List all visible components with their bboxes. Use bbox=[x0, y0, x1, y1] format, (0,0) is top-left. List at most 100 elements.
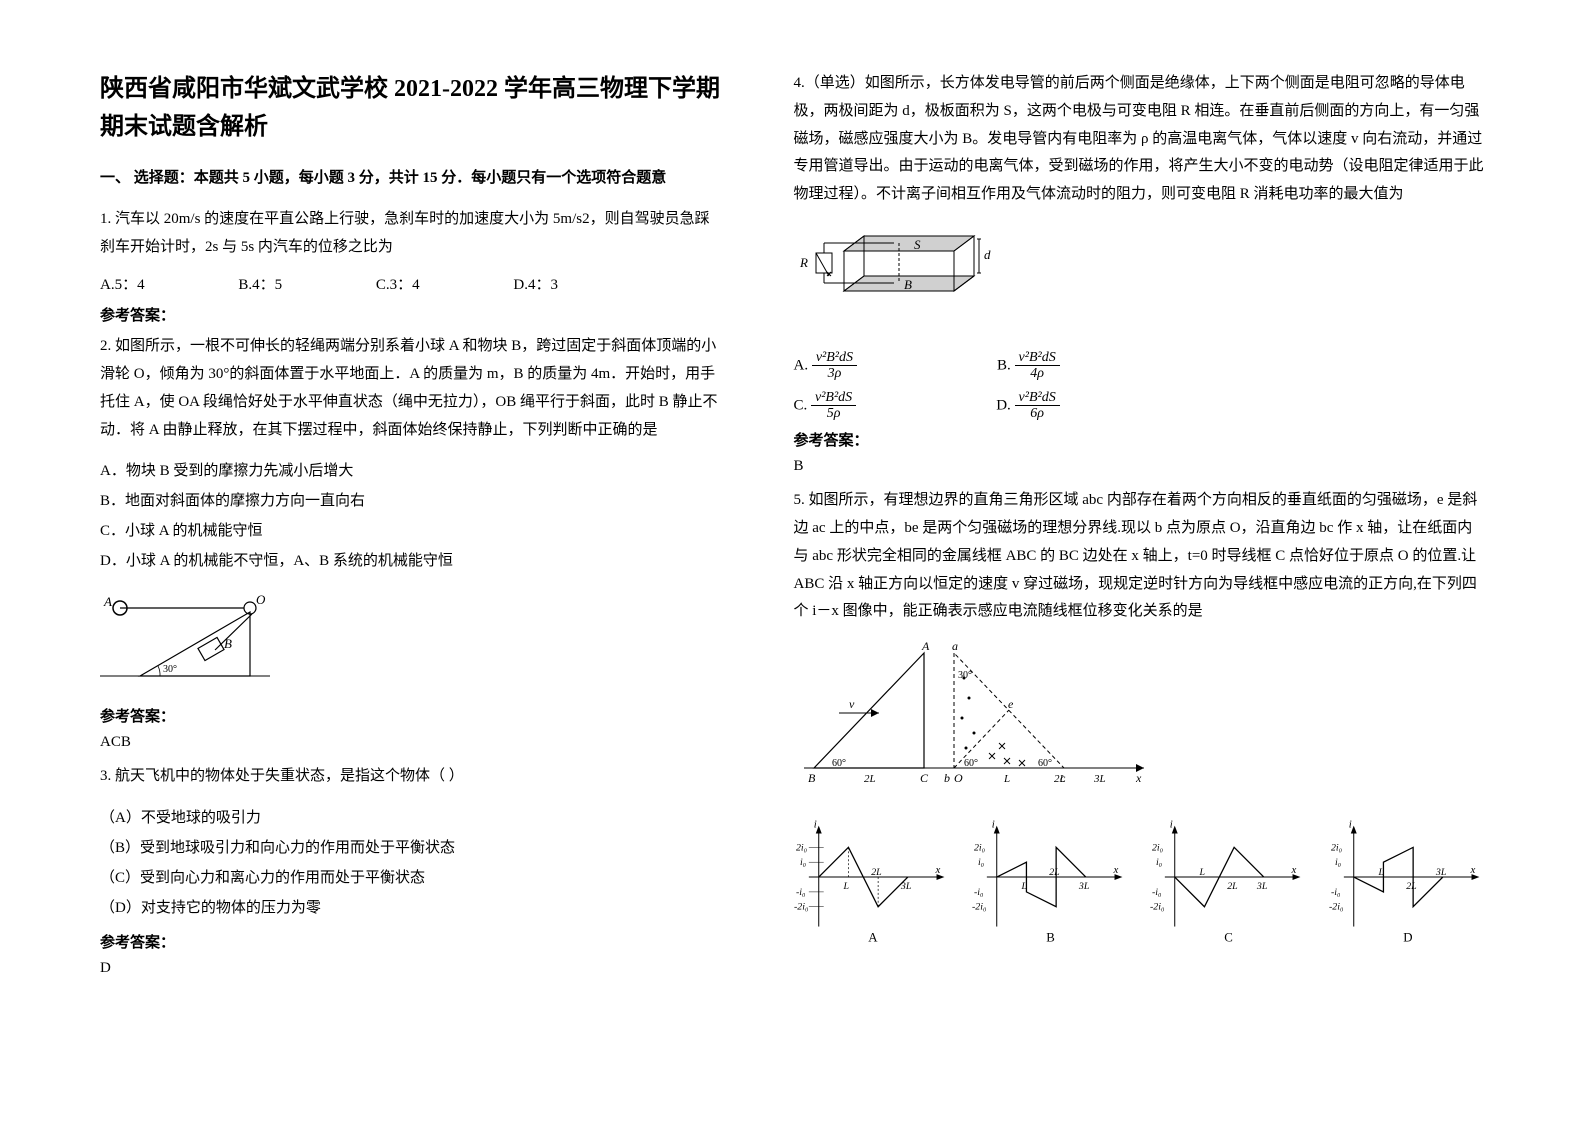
right-column: 4.（单选）如图所示，长方体发电导管的前后两个侧面是绝缘体，上下两个侧面是电阻可… bbox=[794, 70, 1488, 1082]
svg-text:2L: 2L bbox=[864, 773, 876, 785]
svg-text:-2i₀: -2i₀ bbox=[1150, 902, 1165, 913]
svg-text:v: v bbox=[849, 697, 855, 711]
q3-opt-c: （C）受到向心力和离心力的作用而处于平衡状态 bbox=[100, 863, 724, 893]
svg-text:L: L bbox=[842, 881, 849, 892]
left-column: 陕西省咸阳市华斌文武学校 2021-2022 学年高三物理下学期期末试题含解析 … bbox=[100, 70, 724, 1082]
svg-text:i₀: i₀ bbox=[799, 857, 806, 868]
svg-text:-2i₀: -2i₀ bbox=[1329, 902, 1344, 913]
q4-opt-c: C. v²B²dS5ρ bbox=[794, 390, 857, 422]
q5-graph-c: i 2i₀ i₀ -i₀ -2i₀ L 2L 3L x C bbox=[1150, 817, 1308, 947]
q2-opt-a: A．物块 B 受到的摩擦力先减小后增大 bbox=[100, 456, 724, 486]
q4-ans-label: 参考答案： bbox=[794, 429, 1488, 450]
q1-opt-c: C.3：4 bbox=[376, 273, 420, 294]
svg-text:i: i bbox=[992, 819, 995, 831]
q2-angle: 30° bbox=[163, 664, 177, 675]
svg-text:2L: 2L bbox=[871, 867, 882, 878]
svg-text:2L: 2L bbox=[1227, 881, 1238, 892]
q2-label-a: A bbox=[103, 594, 112, 609]
svg-text:60°: 60° bbox=[832, 758, 846, 769]
svg-text:x: x bbox=[1469, 864, 1475, 876]
svg-text:x: x bbox=[1135, 771, 1142, 785]
q4-label-d: d bbox=[984, 247, 991, 262]
q4-opt-a: A. v²B²dS3ρ bbox=[794, 350, 858, 382]
section-1-head: 一、 选择题：本题共 5 小题，每小题 3 分，共计 15 分．每小题只有一个选… bbox=[100, 165, 724, 192]
q4-figure: R S d B bbox=[794, 221, 1488, 336]
q4-options-row1: A. v²B²dS3ρ B. v²B²dS4ρ bbox=[794, 350, 1488, 382]
svg-text:3L: 3L bbox=[1256, 881, 1268, 892]
svg-text:A: A bbox=[921, 639, 930, 653]
svg-text:-2i₀: -2i₀ bbox=[972, 902, 987, 913]
svg-text:3L: 3L bbox=[1093, 773, 1106, 785]
svg-text:B: B bbox=[1046, 930, 1055, 944]
svg-text:i₀: i₀ bbox=[1335, 857, 1342, 868]
q2-label-b: B bbox=[224, 636, 232, 651]
svg-text:x: x bbox=[934, 864, 940, 876]
svg-text:2L: 2L bbox=[1054, 773, 1066, 785]
svg-text:L: L bbox=[1199, 867, 1206, 878]
q2-stem: 2. 如图所示，一根不可伸长的轻绳两端分别系着小球 A 和物块 B，跨过固定于斜… bbox=[100, 333, 724, 444]
q4-opt-d: D. v²B²dS6ρ bbox=[996, 390, 1060, 422]
q1-opt-d: D.4：3 bbox=[513, 273, 558, 294]
page-title: 陕西省咸阳市华斌文武学校 2021-2022 学年高三物理下学期期末试题含解析 bbox=[100, 70, 724, 147]
svg-text:60°: 60° bbox=[1038, 758, 1052, 769]
svg-text:2i₀: 2i₀ bbox=[1331, 842, 1343, 853]
svg-text:-i₀: -i₀ bbox=[974, 887, 984, 898]
q4-stem: 4.（单选）如图所示，长方体发电导管的前后两个侧面是绝缘体，上下两个侧面是电阻可… bbox=[794, 70, 1488, 209]
svg-text:a: a bbox=[952, 639, 958, 653]
q2-label-o: O bbox=[256, 592, 266, 607]
q3-stem: 3. 航天飞机中的物体处于失重状态，是指这个物体（ ） bbox=[100, 763, 724, 791]
q1-options: A.5：4 B.4：5 C.3：4 D.4：3 bbox=[100, 273, 724, 294]
svg-text:2i₀: 2i₀ bbox=[1152, 842, 1164, 853]
svg-text:L: L bbox=[1020, 881, 1027, 892]
svg-text:x: x bbox=[1291, 864, 1297, 876]
svg-text:L: L bbox=[1377, 867, 1384, 878]
q5-figure: A B C a b O c e v 60° 30° 60° 60° 2L L 2… bbox=[794, 638, 1488, 803]
svg-text:i₀: i₀ bbox=[1156, 857, 1163, 868]
svg-text:-i₀: -i₀ bbox=[1331, 887, 1341, 898]
q2-opt-c: C．小球 A 的机械能守恒 bbox=[100, 516, 724, 546]
svg-text:L: L bbox=[1003, 773, 1010, 785]
q1-ans-label: 参考答案： bbox=[100, 304, 724, 325]
svg-text:D: D bbox=[1403, 930, 1412, 944]
q2-opt-b: B．地面对斜面体的摩擦力方向一直向右 bbox=[100, 486, 724, 516]
q4-options-row2: C. v²B²dS5ρ D. v²B²dS6ρ bbox=[794, 390, 1488, 422]
svg-text:3L: 3L bbox=[1078, 881, 1090, 892]
q3-opt-b: （B）受到地球吸引力和向心力的作用而处于平衡状态 bbox=[100, 833, 724, 863]
svg-text:A: A bbox=[868, 930, 878, 944]
q2-opt-d: D．小球 A 的机械能不守恒，A、B 系统的机械能守恒 bbox=[100, 546, 724, 576]
q3-ans: D bbox=[100, 960, 724, 977]
q2-ans: ACB bbox=[100, 734, 724, 751]
svg-text:30°: 30° bbox=[958, 670, 972, 681]
svg-text:3L: 3L bbox=[899, 881, 911, 892]
svg-text:i: i bbox=[1348, 819, 1351, 831]
svg-text:O: O bbox=[954, 771, 963, 785]
q5-graph-d: i 2i₀ i₀ -i₀ -2i₀ L 2L 3L x D bbox=[1329, 817, 1487, 947]
q4-label-r: R bbox=[799, 255, 808, 270]
svg-text:C: C bbox=[1224, 930, 1233, 944]
q3-opt-a: （A）不受地球的吸引力 bbox=[100, 803, 724, 833]
svg-text:2i₀: 2i₀ bbox=[974, 842, 986, 853]
svg-text:2L: 2L bbox=[1406, 881, 1417, 892]
q1-opt-b: B.4：5 bbox=[238, 273, 282, 294]
q4-ans: B bbox=[794, 458, 1488, 475]
q4-label-s: S bbox=[914, 237, 921, 252]
q2-ans-label: 参考答案： bbox=[100, 705, 724, 726]
q3-ans-label: 参考答案： bbox=[100, 931, 724, 952]
svg-text:x: x bbox=[1112, 864, 1118, 876]
svg-text:2i₀: 2i₀ bbox=[795, 842, 807, 853]
svg-text:-i₀: -i₀ bbox=[1152, 887, 1162, 898]
svg-text:2L: 2L bbox=[1049, 867, 1060, 878]
q5-graph-b: i 2i₀ i₀ -i₀ -2i₀ L 2L 3L x B bbox=[972, 817, 1130, 947]
svg-text:C: C bbox=[920, 771, 929, 785]
q4-label-b: B bbox=[904, 277, 912, 292]
q4-opt-b: B. v²B²dS4ρ bbox=[997, 350, 1060, 382]
q2-figure: A O B 30° bbox=[100, 586, 724, 691]
svg-text:-2i₀: -2i₀ bbox=[794, 902, 809, 913]
q5-stem: 5. 如图所示，有理想边界的直角三角形区域 abc 内部存在着两个方向相反的垂直… bbox=[794, 487, 1488, 626]
svg-text:60°: 60° bbox=[964, 758, 978, 769]
q1-opt-a: A.5：4 bbox=[100, 273, 145, 294]
svg-text:e: e bbox=[1008, 697, 1014, 711]
svg-text:-i₀: -i₀ bbox=[795, 887, 805, 898]
q5-graph-a: i 2i₀ i₀ -i₀ -2i₀ L 2L 3L x A bbox=[794, 817, 952, 947]
q5-graphs: i 2i₀ i₀ -i₀ -2i₀ L 2L 3L x A i 2i₀ i₀ -… bbox=[794, 817, 1488, 947]
